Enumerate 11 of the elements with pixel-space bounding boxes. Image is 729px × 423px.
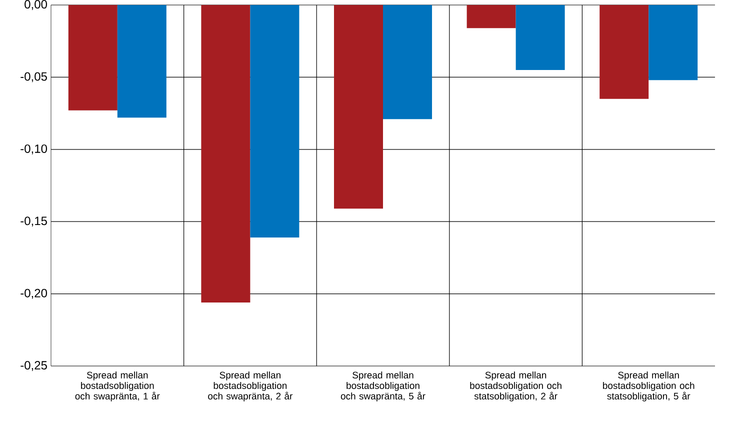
x-tick-label: Spread mellan bostadsobligation och swapränta, 1 år [75,372,160,402]
x-tick-label: Spread mellan bostadsobligation och statsobligation, 2 år [470,372,562,402]
y-tick-label: -0,15 [20,216,47,227]
y-tick-label: -0,05 [20,72,47,82]
y-tick-label: -0,20 [20,288,48,299]
x-tick-label: Spread mellan bostadsobligation och statsobligation, 5 år [603,372,694,402]
y-tick-label: 0,00 [24,0,48,10]
y-tick-label: -0,25 [20,361,47,371]
x-tick-label: Spread mellan bostadsobligation och swapränta, 5 år [340,372,426,402]
x-tick-label: Spread mellan bostadsobligation och swapränta, 2 år [208,372,293,402]
y-tick-label: -0,10 [20,144,48,154]
